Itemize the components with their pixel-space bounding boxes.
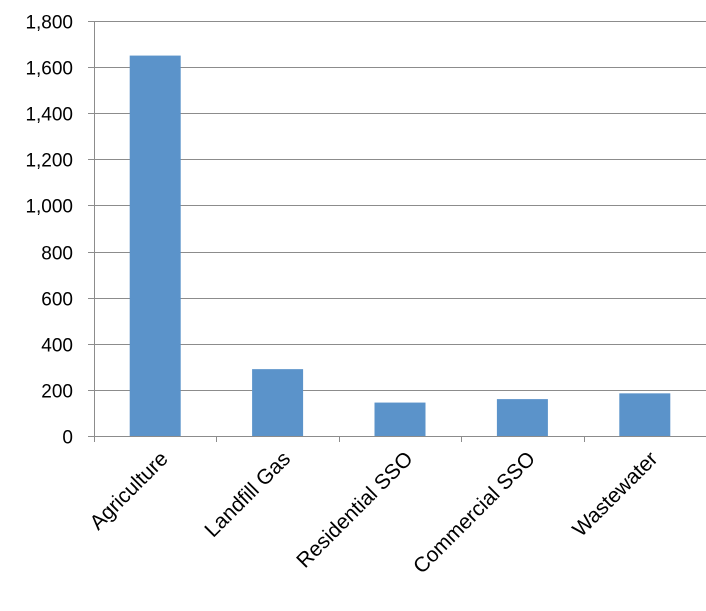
y-tick-label: 1,000 <box>25 197 73 218</box>
x-tick-label: Residential SSO <box>292 447 417 572</box>
y-tick-label: 200 <box>41 382 73 403</box>
x-tick-label: Landfill Gas <box>200 447 295 542</box>
bar-commercial-sso <box>496 399 548 436</box>
axes <box>88 21 706 442</box>
y-tick-label: 600 <box>41 290 73 311</box>
gridlines <box>94 21 706 391</box>
x-tick-label: Agriculture <box>85 447 172 534</box>
bar-residential-sso <box>374 402 426 436</box>
y-tick-label: 1,400 <box>25 105 73 126</box>
y-tick-label: 1,600 <box>25 59 73 80</box>
y-tick-label: 0 <box>62 428 73 449</box>
bar-agriculture <box>129 55 181 436</box>
bar-landfill-gas <box>252 369 304 436</box>
y-tick-label: 1,800 <box>25 13 73 34</box>
x-tick-label: Wastewater <box>568 447 662 541</box>
y-tick-label: 800 <box>41 244 73 265</box>
x-tick-label: Commercial SSO <box>409 447 540 578</box>
y-tick-label: 1,200 <box>25 151 73 172</box>
bars <box>129 55 671 436</box>
bar-wastewater <box>619 393 671 436</box>
y-tick-label: 400 <box>41 336 73 357</box>
y-axis-tick-labels: 0 200 400 600 800 1,000 1,200 1,400 1,600 1,800 <box>25 13 73 449</box>
